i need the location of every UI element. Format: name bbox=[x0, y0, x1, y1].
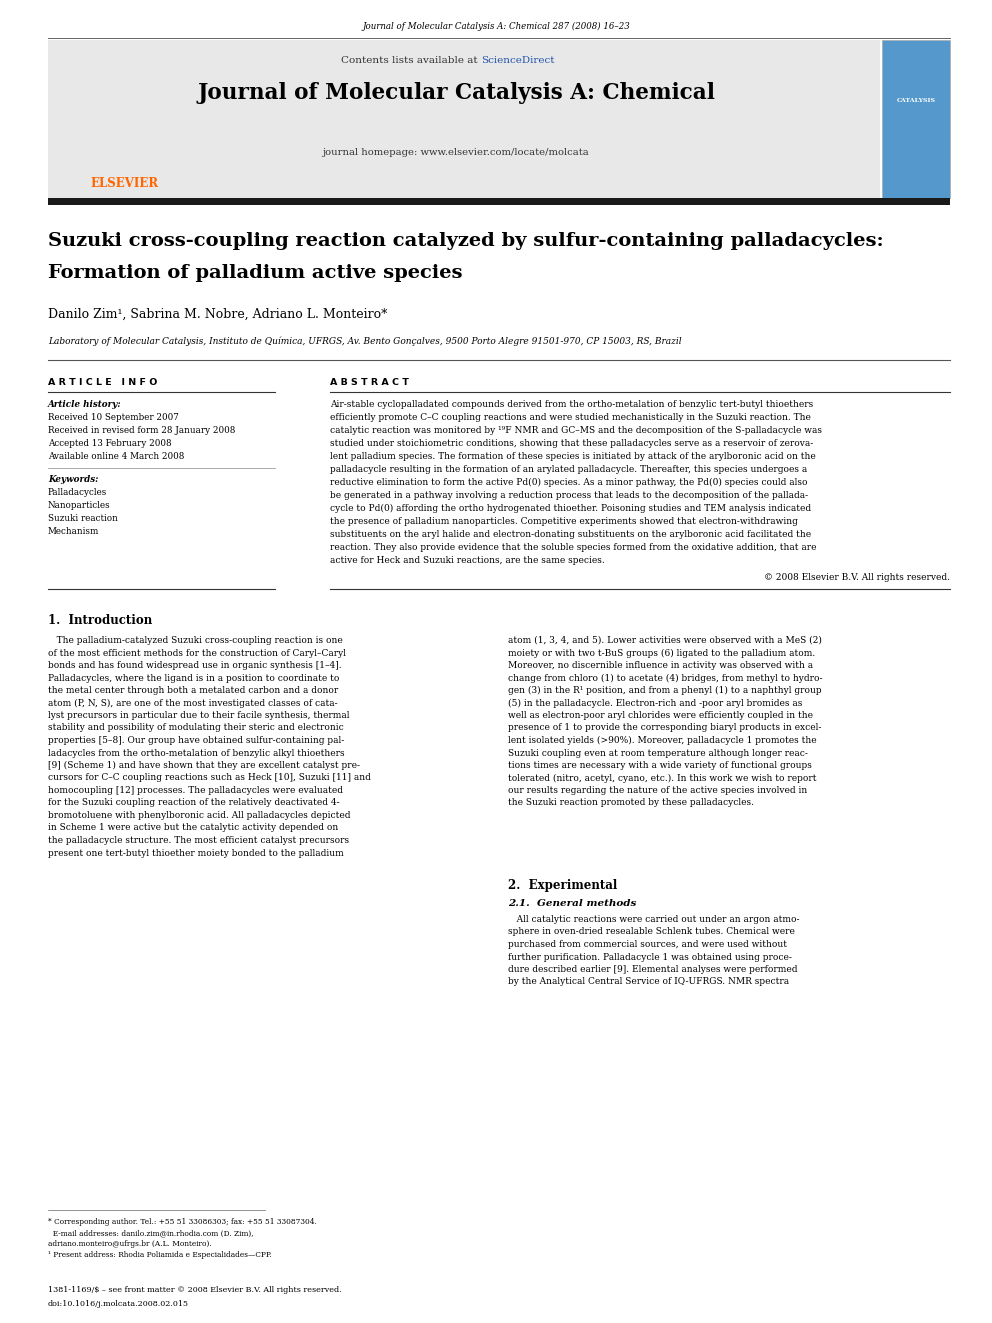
Text: doi:10.1016/j.molcata.2008.02.015: doi:10.1016/j.molcata.2008.02.015 bbox=[48, 1301, 189, 1308]
Text: dure described earlier [9]. Elemental analyses were performed: dure described earlier [9]. Elemental an… bbox=[508, 964, 798, 974]
Text: Received 10 September 2007: Received 10 September 2007 bbox=[48, 413, 179, 422]
Text: active for Heck and Suzuki reactions, are the same species.: active for Heck and Suzuki reactions, ar… bbox=[330, 556, 605, 565]
Text: purchased from commercial sources, and were used without: purchased from commercial sources, and w… bbox=[508, 941, 787, 949]
Text: Mechanism: Mechanism bbox=[48, 527, 99, 536]
Text: well as electron-poor aryl chlorides were efficiently coupled in the: well as electron-poor aryl chlorides wer… bbox=[508, 710, 813, 720]
Text: the metal center through both a metalated carbon and a donor: the metal center through both a metalate… bbox=[48, 687, 338, 695]
Text: Available online 4 March 2008: Available online 4 March 2008 bbox=[48, 452, 185, 460]
Text: 1.  Introduction: 1. Introduction bbox=[48, 614, 152, 627]
Text: by the Analytical Central Service of IQ-UFRGS. NMR spectra: by the Analytical Central Service of IQ-… bbox=[508, 978, 789, 987]
Text: The palladium-catalyzed Suzuki cross-coupling reaction is one: The palladium-catalyzed Suzuki cross-cou… bbox=[48, 636, 343, 646]
Text: the palladacycle structure. The most efficient catalyst precursors: the palladacycle structure. The most eff… bbox=[48, 836, 349, 845]
Text: Suzuki coupling even at room temperature although longer reac-: Suzuki coupling even at room temperature… bbox=[508, 749, 807, 758]
Text: change from chloro (1) to acetate (4) bridges, from methyl to hydro-: change from chloro (1) to acetate (4) br… bbox=[508, 673, 822, 683]
Text: atom (1, 3, 4, and 5). Lower activities were observed with a MeS (2): atom (1, 3, 4, and 5). Lower activities … bbox=[508, 636, 822, 646]
Text: cursors for C–C coupling reactions such as Heck [10], Suzuki [11] and: cursors for C–C coupling reactions such … bbox=[48, 774, 371, 782]
Text: Nanoparticles: Nanoparticles bbox=[48, 501, 111, 509]
Text: ELSEVIER: ELSEVIER bbox=[90, 177, 158, 191]
Text: A B S T R A C T: A B S T R A C T bbox=[330, 378, 409, 388]
Text: lent isolated yields (>90%). Moreover, palladacycle 1 promotes the: lent isolated yields (>90%). Moreover, p… bbox=[508, 736, 816, 745]
Text: Formation of palladium active species: Formation of palladium active species bbox=[48, 265, 462, 282]
Bar bbox=[48, 40, 880, 198]
Text: journal homepage: www.elsevier.com/locate/molcata: journal homepage: www.elsevier.com/locat… bbox=[323, 148, 589, 157]
Text: Suzuki cross-coupling reaction catalyzed by sulfur-containing palladacycles:: Suzuki cross-coupling reaction catalyzed… bbox=[48, 232, 884, 250]
Bar bbox=[882, 40, 950, 198]
Text: ScienceDirect: ScienceDirect bbox=[481, 56, 555, 65]
Text: Suzuki reaction: Suzuki reaction bbox=[48, 515, 118, 523]
Text: bromotoluene with phenylboronic acid. All palladacycles depicted: bromotoluene with phenylboronic acid. Al… bbox=[48, 811, 350, 820]
Text: Palladacycles: Palladacycles bbox=[48, 488, 107, 497]
Text: presence of 1 to provide the corresponding biaryl products in excel-: presence of 1 to provide the correspondi… bbox=[508, 724, 821, 733]
Text: stability and possibility of modulating their steric and electronic: stability and possibility of modulating … bbox=[48, 724, 344, 733]
Text: properties [5–8]. Our group have obtained sulfur-containing pal-: properties [5–8]. Our group have obtaine… bbox=[48, 736, 344, 745]
Text: efficiently promote C–C coupling reactions and were studied mechanistically in t: efficiently promote C–C coupling reactio… bbox=[330, 413, 810, 422]
Text: A R T I C L E   I N F O: A R T I C L E I N F O bbox=[48, 378, 158, 388]
Text: cycle to Pd(0) affording the ortho hydrogenated thioether. Poisoning studies and: cycle to Pd(0) affording the ortho hydro… bbox=[330, 504, 811, 513]
Text: in Scheme 1 were active but the catalytic activity depended on: in Scheme 1 were active but the catalyti… bbox=[48, 823, 338, 832]
Text: substituents on the aryl halide and electron-donating substituents on the arylbo: substituents on the aryl halide and elec… bbox=[330, 531, 811, 538]
Text: of the most efficient methods for the construction of Caryl–Caryl: of the most efficient methods for the co… bbox=[48, 648, 346, 658]
Text: tolerated (nitro, acetyl, cyano, etc.). In this work we wish to report: tolerated (nitro, acetyl, cyano, etc.). … bbox=[508, 774, 816, 783]
Text: homocoupling [12] processes. The palladacycles were evaluated: homocoupling [12] processes. The pallada… bbox=[48, 786, 343, 795]
Text: Danilo Zim¹, Sabrina M. Nobre, Adriano L. Monteiro*: Danilo Zim¹, Sabrina M. Nobre, Adriano L… bbox=[48, 308, 387, 321]
Text: the presence of palladium nanoparticles. Competitive experiments showed that ele: the presence of palladium nanoparticles.… bbox=[330, 517, 798, 527]
Text: lent palladium species. The formation of these species is initiated by attack of: lent palladium species. The formation of… bbox=[330, 452, 815, 460]
Text: Journal of Molecular Catalysis A: Chemical 287 (2008) 16–23: Journal of Molecular Catalysis A: Chemic… bbox=[362, 22, 630, 32]
Text: bonds and has found widespread use in organic synthesis [1–4].: bonds and has found widespread use in or… bbox=[48, 662, 341, 669]
Text: further purification. Palladacycle 1 was obtained using proce-: further purification. Palladacycle 1 was… bbox=[508, 953, 792, 962]
Text: E-mail addresses: danilo.zim@in.rhodia.com (D. Zim),: E-mail addresses: danilo.zim@in.rhodia.c… bbox=[48, 1229, 254, 1237]
Text: studied under stoichiometric conditions, showing that these palladacycles serve : studied under stoichiometric conditions,… bbox=[330, 439, 813, 448]
Text: Contents lists available at: Contents lists available at bbox=[341, 56, 481, 65]
Text: 2.  Experimental: 2. Experimental bbox=[508, 878, 617, 892]
Text: the Suzuki reaction promoted by these palladacycles.: the Suzuki reaction promoted by these pa… bbox=[508, 799, 754, 807]
Text: tions times are necessary with a wide variety of functional groups: tions times are necessary with a wide va… bbox=[508, 761, 811, 770]
Text: © 2008 Elsevier B.V. All rights reserved.: © 2008 Elsevier B.V. All rights reserved… bbox=[764, 573, 950, 582]
Text: * Corresponding author. Tel.: +55 51 33086303; fax: +55 51 33087304.: * Corresponding author. Tel.: +55 51 330… bbox=[48, 1218, 316, 1226]
Text: moiety or with two t-BuS groups (6) ligated to the palladium atom.: moiety or with two t-BuS groups (6) liga… bbox=[508, 648, 815, 658]
Text: lyst precursors in particular due to their facile synthesis, thermal: lyst precursors in particular due to the… bbox=[48, 710, 349, 720]
Text: reaction. They also provide evidence that the soluble species formed from the ox: reaction. They also provide evidence tha… bbox=[330, 542, 816, 552]
Bar bbox=[48, 198, 950, 205]
Text: 2.1.  General methods: 2.1. General methods bbox=[508, 900, 637, 908]
Text: Air-stable cyclopalladated compounds derived from the ortho-metalation of benzyl: Air-stable cyclopalladated compounds der… bbox=[330, 400, 813, 409]
Text: sphere in oven-dried resealable Schlenk tubes. Chemical were: sphere in oven-dried resealable Schlenk … bbox=[508, 927, 795, 937]
Text: (5) in the palladacycle. Electron-rich and -poor aryl bromides as: (5) in the palladacycle. Electron-rich a… bbox=[508, 699, 803, 708]
Text: [9] (Scheme 1) and have shown that they are excellent catalyst pre-: [9] (Scheme 1) and have shown that they … bbox=[48, 761, 360, 770]
Text: gen (3) in the R¹ position, and from a phenyl (1) to a naphthyl group: gen (3) in the R¹ position, and from a p… bbox=[508, 687, 821, 695]
Text: Article history:: Article history: bbox=[48, 400, 122, 409]
Text: 1381-1169/$ – see front matter © 2008 Elsevier B.V. All rights reserved.: 1381-1169/$ – see front matter © 2008 El… bbox=[48, 1286, 341, 1294]
Text: atom (P, N, S), are one of the most investigated classes of cata-: atom (P, N, S), are one of the most inve… bbox=[48, 699, 337, 708]
Text: CATALYSIS: CATALYSIS bbox=[897, 98, 935, 102]
Text: adriano.monteiro@ufrgs.br (A.L. Monteiro).: adriano.monteiro@ufrgs.br (A.L. Monteiro… bbox=[48, 1240, 211, 1248]
Text: present one tert-butyl thioether moiety bonded to the palladium: present one tert-butyl thioether moiety … bbox=[48, 848, 344, 857]
Text: All catalytic reactions were carried out under an argon atmo-: All catalytic reactions were carried out… bbox=[508, 916, 800, 923]
Text: Received in revised form 28 January 2008: Received in revised form 28 January 2008 bbox=[48, 426, 235, 435]
Text: ¹ Present address: Rhodia Poliamida e Especialidades—CPP.: ¹ Present address: Rhodia Poliamida e Es… bbox=[48, 1252, 272, 1259]
Text: palladacycle resulting in the formation of an arylated palladacycle. Thereafter,: palladacycle resulting in the formation … bbox=[330, 464, 807, 474]
Text: ladacycles from the ortho-metalation of benzylic alkyl thioethers: ladacycles from the ortho-metalation of … bbox=[48, 749, 344, 758]
Text: Accepted 13 February 2008: Accepted 13 February 2008 bbox=[48, 439, 172, 448]
Text: Palladacycles, where the ligand is in a position to coordinate to: Palladacycles, where the ligand is in a … bbox=[48, 673, 339, 683]
Text: Journal of Molecular Catalysis A: Chemical: Journal of Molecular Catalysis A: Chemic… bbox=[197, 82, 715, 105]
Text: reductive elimination to form the active Pd(0) species. As a minor pathway, the : reductive elimination to form the active… bbox=[330, 478, 807, 487]
Text: Laboratory of Molecular Catalysis, Instituto de Química, UFRGS, Av. Bento Gonçal: Laboratory of Molecular Catalysis, Insti… bbox=[48, 336, 682, 345]
Text: be generated in a pathway involving a reduction process that leads to the decomp: be generated in a pathway involving a re… bbox=[330, 491, 808, 500]
Text: Moreover, no discernible influence in activity was observed with a: Moreover, no discernible influence in ac… bbox=[508, 662, 813, 669]
Text: for the Suzuki coupling reaction of the relatively deactivated 4-: for the Suzuki coupling reaction of the … bbox=[48, 799, 339, 807]
Text: Keywords:: Keywords: bbox=[48, 475, 98, 484]
Text: catalytic reaction was monitored by ¹⁹F NMR and GC–MS and the decomposition of t: catalytic reaction was monitored by ¹⁹F … bbox=[330, 426, 822, 435]
Text: our results regarding the nature of the active species involved in: our results regarding the nature of the … bbox=[508, 786, 807, 795]
